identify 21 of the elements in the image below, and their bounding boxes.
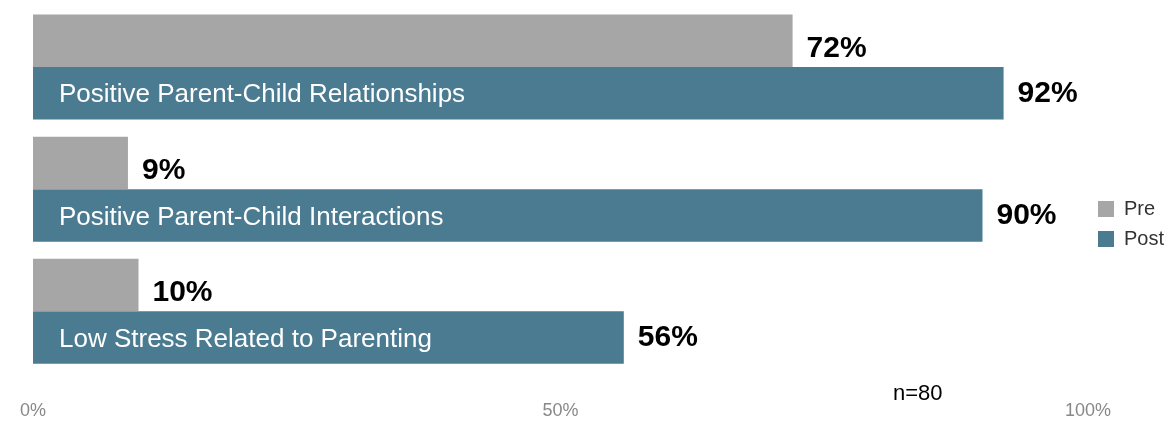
y-tick-label: Low Stress Related to Parenting xyxy=(59,322,432,353)
x-tick-label: 100% xyxy=(1064,400,1111,421)
bar xyxy=(33,189,983,242)
data-label: 90% xyxy=(996,196,1057,230)
data-label: 10% xyxy=(152,274,213,308)
legend-label: Pre xyxy=(1123,196,1156,219)
y-tick-label: Positive Parent-Child Interactions xyxy=(59,200,444,231)
bar xyxy=(33,136,128,190)
data-label: 56% xyxy=(637,318,698,352)
bar xyxy=(33,258,139,312)
data-label: 9% xyxy=(141,152,186,186)
x-tick-label: 0% xyxy=(20,400,47,421)
annotation: n=80 xyxy=(893,380,943,406)
bar xyxy=(33,311,624,364)
data-label: 92% xyxy=(1017,74,1078,108)
bar xyxy=(33,14,793,68)
bar xyxy=(33,67,1004,120)
legend-label: Post xyxy=(1123,226,1165,249)
y-tick-label: Positive Parent-Child Relationships xyxy=(59,78,466,109)
x-tick-label: 50% xyxy=(542,400,579,421)
data-label: 72% xyxy=(806,30,867,64)
